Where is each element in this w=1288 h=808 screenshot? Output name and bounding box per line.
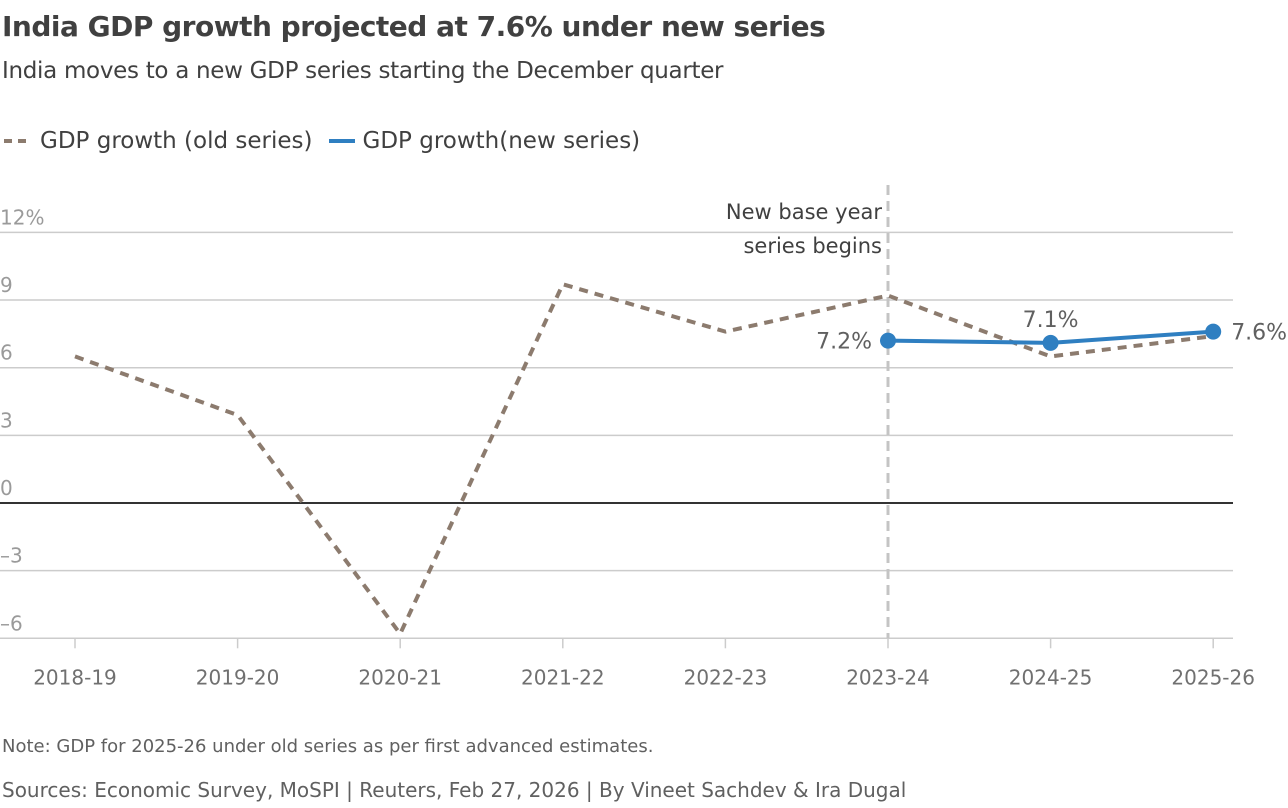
x-tick-label: 2023-24 <box>846 665 930 689</box>
data-label: 7.1% <box>1023 308 1079 333</box>
x-tick-label: 2022-23 <box>684 665 768 689</box>
x-tick-label: 2018-19 <box>33 665 117 689</box>
legend: GDP growth (old series) GDP growth(new s… <box>4 128 646 154</box>
x-tick-label: 2024-25 <box>1009 665 1093 689</box>
legend-item-new: GDP growth(new series) <box>328 128 641 154</box>
legend-swatch-old <box>4 139 32 143</box>
annotation-text: series begins <box>743 234 882 258</box>
x-tick-label: 2021-22 <box>521 665 605 689</box>
chart-note: Note: GDP for 2025-26 under old series a… <box>2 736 654 757</box>
data-label: 7.6% <box>1231 321 1287 346</box>
legend-swatch-new <box>328 139 355 143</box>
chart-plot: 12% 9 6 3 0 –3 –6 2018-19 2019-20 2020-21 2021-22 2… <box>0 185 1287 689</box>
x-tick-label: 2025-26 <box>1171 665 1255 689</box>
y-tick-label: 3 <box>0 408 13 432</box>
legend-label-old: GDP growth (old series) <box>40 128 313 154</box>
data-point <box>880 332 896 349</box>
y-tick-label: –3 <box>0 544 23 568</box>
data-point <box>1042 334 1059 351</box>
y-tick-label: 6 <box>0 341 13 365</box>
chart-source: Sources: Economic Survey, MoSPI | Reuter… <box>2 778 907 802</box>
x-tick-label: 2020-21 <box>358 665 442 689</box>
x-tick-label: 2019-20 <box>196 665 280 689</box>
y-tick-label: 9 <box>0 273 13 297</box>
legend-label-new: GDP growth(new series) <box>362 128 641 154</box>
y-tick-label: –6 <box>0 611 23 635</box>
y-tick-label: 0 <box>0 476 13 500</box>
chart-subtitle: India moves to a new GDP series starting… <box>2 58 724 84</box>
y-tick-label: 12% <box>0 205 44 229</box>
data-point <box>1205 323 1222 340</box>
chart-title: India GDP growth projected at 7.6% under… <box>2 10 826 43</box>
legend-item-old: GDP growth (old series) <box>4 128 313 154</box>
series-line-old <box>74 282 1214 636</box>
annotation-text: New base year <box>726 200 882 224</box>
data-label: 7.2% <box>816 330 872 355</box>
